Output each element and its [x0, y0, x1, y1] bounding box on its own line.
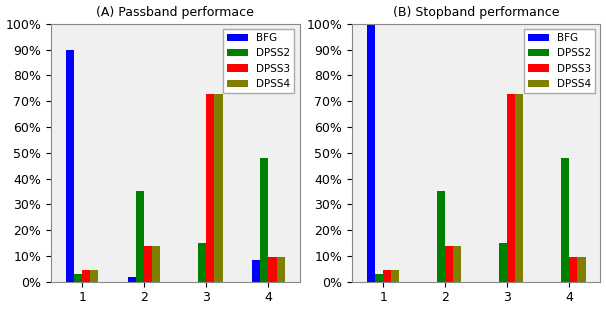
Bar — [136, 192, 144, 282]
Bar — [66, 50, 74, 282]
Bar — [507, 94, 515, 282]
Bar — [445, 246, 453, 282]
Title: (B) Stopband performance: (B) Stopband performance — [393, 6, 559, 19]
Bar — [198, 243, 207, 282]
Bar — [261, 158, 268, 282]
Bar — [144, 246, 152, 282]
Bar — [578, 257, 585, 282]
Bar — [453, 246, 461, 282]
Bar — [561, 158, 570, 282]
Bar — [252, 260, 261, 282]
Bar — [74, 274, 82, 282]
Bar — [207, 94, 215, 282]
Bar — [375, 274, 383, 282]
Bar — [152, 246, 161, 282]
Legend: BFG, DPSS2, DPSS3, DPSS4: BFG, DPSS2, DPSS3, DPSS4 — [524, 29, 595, 93]
Bar — [499, 243, 507, 282]
Bar — [128, 277, 136, 282]
Bar — [367, 24, 375, 282]
Bar — [570, 257, 578, 282]
Bar — [215, 94, 222, 282]
Bar — [383, 270, 391, 282]
Bar — [82, 270, 90, 282]
Title: (A) Passband performace: (A) Passband performace — [96, 6, 255, 19]
Bar — [515, 94, 524, 282]
Bar — [90, 270, 98, 282]
Legend: BFG, DPSS2, DPSS3, DPSS4: BFG, DPSS2, DPSS3, DPSS4 — [222, 29, 295, 93]
Bar — [437, 192, 445, 282]
Bar — [391, 270, 399, 282]
Bar — [276, 257, 285, 282]
Bar — [268, 257, 276, 282]
